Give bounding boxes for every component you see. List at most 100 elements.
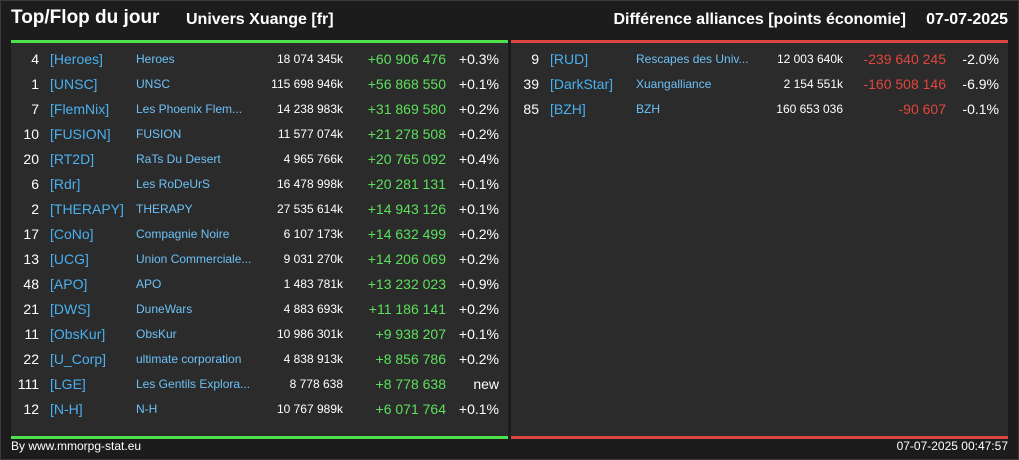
alliance-percent: +0.9% — [458, 276, 499, 292]
alliance-tag-link[interactable]: [FlemNix] — [50, 101, 110, 117]
alliance-diff: +60 906 476 — [367, 51, 446, 67]
alliance-rank: 7 — [31, 101, 39, 117]
alliance-tag-link[interactable]: [RT2D] — [50, 151, 95, 167]
alliance-tag-link[interactable]: [Rdr] — [50, 176, 81, 192]
alliance-name-link[interactable]: Rescapes des Univ... — [636, 52, 749, 66]
alliance-points: 27 535 614k — [276, 202, 343, 216]
alliance-tag-link[interactable]: [APO] — [50, 276, 88, 292]
alliance-row: 1 [UNSC] UNSC 115 698 946k +56 868 550 +0.1% — [11, 72, 508, 97]
alliance-name-link[interactable]: Heroes — [136, 52, 175, 66]
alliance-percent: +0.1% — [458, 176, 499, 192]
alliance-name-link[interactable]: Les Phoenix Flem... — [136, 102, 243, 116]
alliance-points: 12 003 640k — [776, 52, 843, 66]
alliance-points: 10 986 301k — [276, 327, 343, 341]
alliance-diff: +14 943 126 — [367, 201, 446, 217]
alliance-name-link[interactable]: Les Gentils Explora... — [136, 377, 251, 391]
alliance-percent: +0.2% — [458, 226, 499, 242]
alliance-points: 2 154 551k — [783, 77, 843, 91]
alliance-tag-link[interactable]: [ObsKur] — [50, 326, 106, 342]
alliance-diff: +11 186 141 — [368, 301, 446, 317]
alliance-tag-link[interactable]: [DarkStar] — [550, 76, 614, 92]
alliance-name-link[interactable]: Union Commerciale... — [136, 252, 252, 266]
alliance-rank: 39 — [523, 76, 539, 92]
source-link[interactable]: By www.mmorpg-stat.eu — [11, 439, 142, 453]
alliance-points: 160 653 036 — [776, 102, 843, 116]
alliance-tag-link[interactable]: [UNSC] — [50, 76, 98, 92]
alliance-row: 85 [BZH] BZH 160 653 036 -90 607 -0.1% — [511, 97, 1008, 122]
alliance-name-link[interactable]: BZH — [636, 102, 660, 116]
header: Top/Flop du jour Univers Xuange [fr] Dif… — [0, 0, 1019, 38]
alliance-tag-link[interactable]: [Heroes] — [50, 51, 103, 67]
alliance-tag-link[interactable]: [FUSION] — [50, 126, 111, 142]
alliance-percent: +0.1% — [458, 401, 499, 417]
alliance-percent: +0.1% — [458, 201, 499, 217]
alliance-name-link[interactable]: Xuangalliance — [636, 77, 712, 91]
alliance-rank: 1 — [31, 76, 39, 92]
alliance-points: 16 478 998k — [276, 177, 343, 191]
alliance-tag-link[interactable]: [THERAPY] — [50, 201, 124, 217]
alliance-percent: -6.9% — [962, 76, 999, 92]
alliance-row: 10 [FUSION] FUSION 11 577 074k +21 278 508 +0… — [11, 122, 508, 147]
universe-label: Univers Xuange [fr] — [186, 11, 334, 28]
alliance-diff: +14 206 069 — [367, 251, 446, 267]
alliance-name-link[interactable]: Compagnie Noire — [136, 227, 230, 241]
alliance-diff: +8 778 638 — [375, 376, 446, 392]
alliance-tag-link[interactable]: [U_Corp] — [50, 351, 107, 367]
alliance-name-link[interactable]: ultimate corporation — [136, 352, 242, 366]
alliance-rank: 6 — [31, 176, 39, 192]
alliance-rank: 17 — [23, 226, 39, 242]
page-title: Top/Flop du jour — [11, 7, 160, 28]
alliance-diff: +20 281 131 — [367, 176, 446, 192]
alliance-points: 6 107 173k — [283, 227, 343, 241]
alliance-points: 4 883 693k — [283, 302, 343, 316]
stat-title: Différence alliances [points économie] — [613, 11, 906, 28]
alliance-percent: -2.0% — [962, 51, 999, 67]
alliance-diff: +20 765 092 — [367, 151, 446, 167]
alliance-points: 11 577 074k — [277, 127, 343, 141]
alliance-tag-link[interactable]: [DWS] — [50, 301, 91, 317]
alliance-percent: new — [473, 376, 499, 392]
alliance-name-link[interactable]: DuneWars — [136, 302, 193, 316]
alliance-tag-link[interactable]: [N-H] — [50, 401, 83, 417]
header-date: 07-07-2025 — [926, 11, 1008, 28]
alliance-rank: 4 — [31, 51, 39, 67]
alliance-name-link[interactable]: APO — [136, 277, 162, 291]
alliance-row: 11 [ObsKur] ObsKur 10 986 301k +9 938 207 +0.… — [11, 322, 508, 347]
alliance-name-link[interactable]: THERAPY — [136, 202, 193, 216]
alliance-rank: 13 — [23, 251, 39, 267]
alliance-rank: 9 — [531, 51, 539, 67]
alliance-rank: 22 — [23, 351, 39, 367]
alliance-percent: +0.4% — [458, 151, 499, 167]
alliance-row: 13 [UCG] Union Commerciale... 9 031 270k +14… — [11, 247, 508, 272]
alliance-points: 1 483 781k — [283, 277, 343, 291]
alliance-percent: +0.1% — [458, 76, 499, 92]
alliance-diff: -160 508 146 — [863, 76, 946, 92]
alliance-percent: -0.1% — [962, 101, 999, 117]
alliance-name-link[interactable]: ObsKur — [136, 327, 177, 341]
alliance-diff: -90 607 — [898, 101, 946, 117]
alliance-diff: -239 640 245 — [863, 51, 946, 67]
alliance-name-link[interactable]: UNSC — [136, 77, 171, 91]
alliance-name-link[interactable]: RaTs Du Desert — [136, 152, 221, 166]
alliance-name-link[interactable]: N-H — [136, 402, 158, 416]
alliance-tag-link[interactable]: [UCG] — [50, 251, 89, 267]
alliance-percent: +0.2% — [458, 101, 499, 117]
alliance-rank: 48 — [23, 276, 39, 292]
alliance-tag-link[interactable]: [LGE] — [50, 376, 86, 392]
alliance-name-link[interactable]: FUSION — [136, 127, 182, 141]
alliance-name-link[interactable]: Les RoDeUrS — [136, 177, 211, 191]
alliance-percent: +0.3% — [458, 51, 499, 67]
alliance-tag-link[interactable]: [CoNo] — [50, 226, 94, 242]
alliance-diff: +6 071 764 — [375, 401, 446, 417]
alliance-tag-link[interactable]: [RUD] — [550, 51, 589, 67]
alliance-tag-link[interactable]: [BZH] — [550, 101, 586, 117]
alliance-row: 12 [N-H] N-H 10 767 989k +6 071 764 +0.1% — [11, 397, 508, 422]
alliance-points: 4 838 913k — [283, 352, 343, 366]
alliance-rank: 21 — [23, 301, 39, 317]
alliance-row: 20 [RT2D] RaTs Du Desert 4 965 766k +20 765 … — [11, 147, 508, 172]
alliance-rank: 12 — [23, 401, 39, 417]
alliance-rank: 11 — [24, 326, 39, 342]
alliance-rank: 10 — [23, 126, 39, 142]
alliance-row: 2 [THERAPY] THERAPY 27 535 614k +14 943 126 +… — [11, 197, 508, 222]
alliance-diff: +9 938 207 — [375, 326, 446, 342]
